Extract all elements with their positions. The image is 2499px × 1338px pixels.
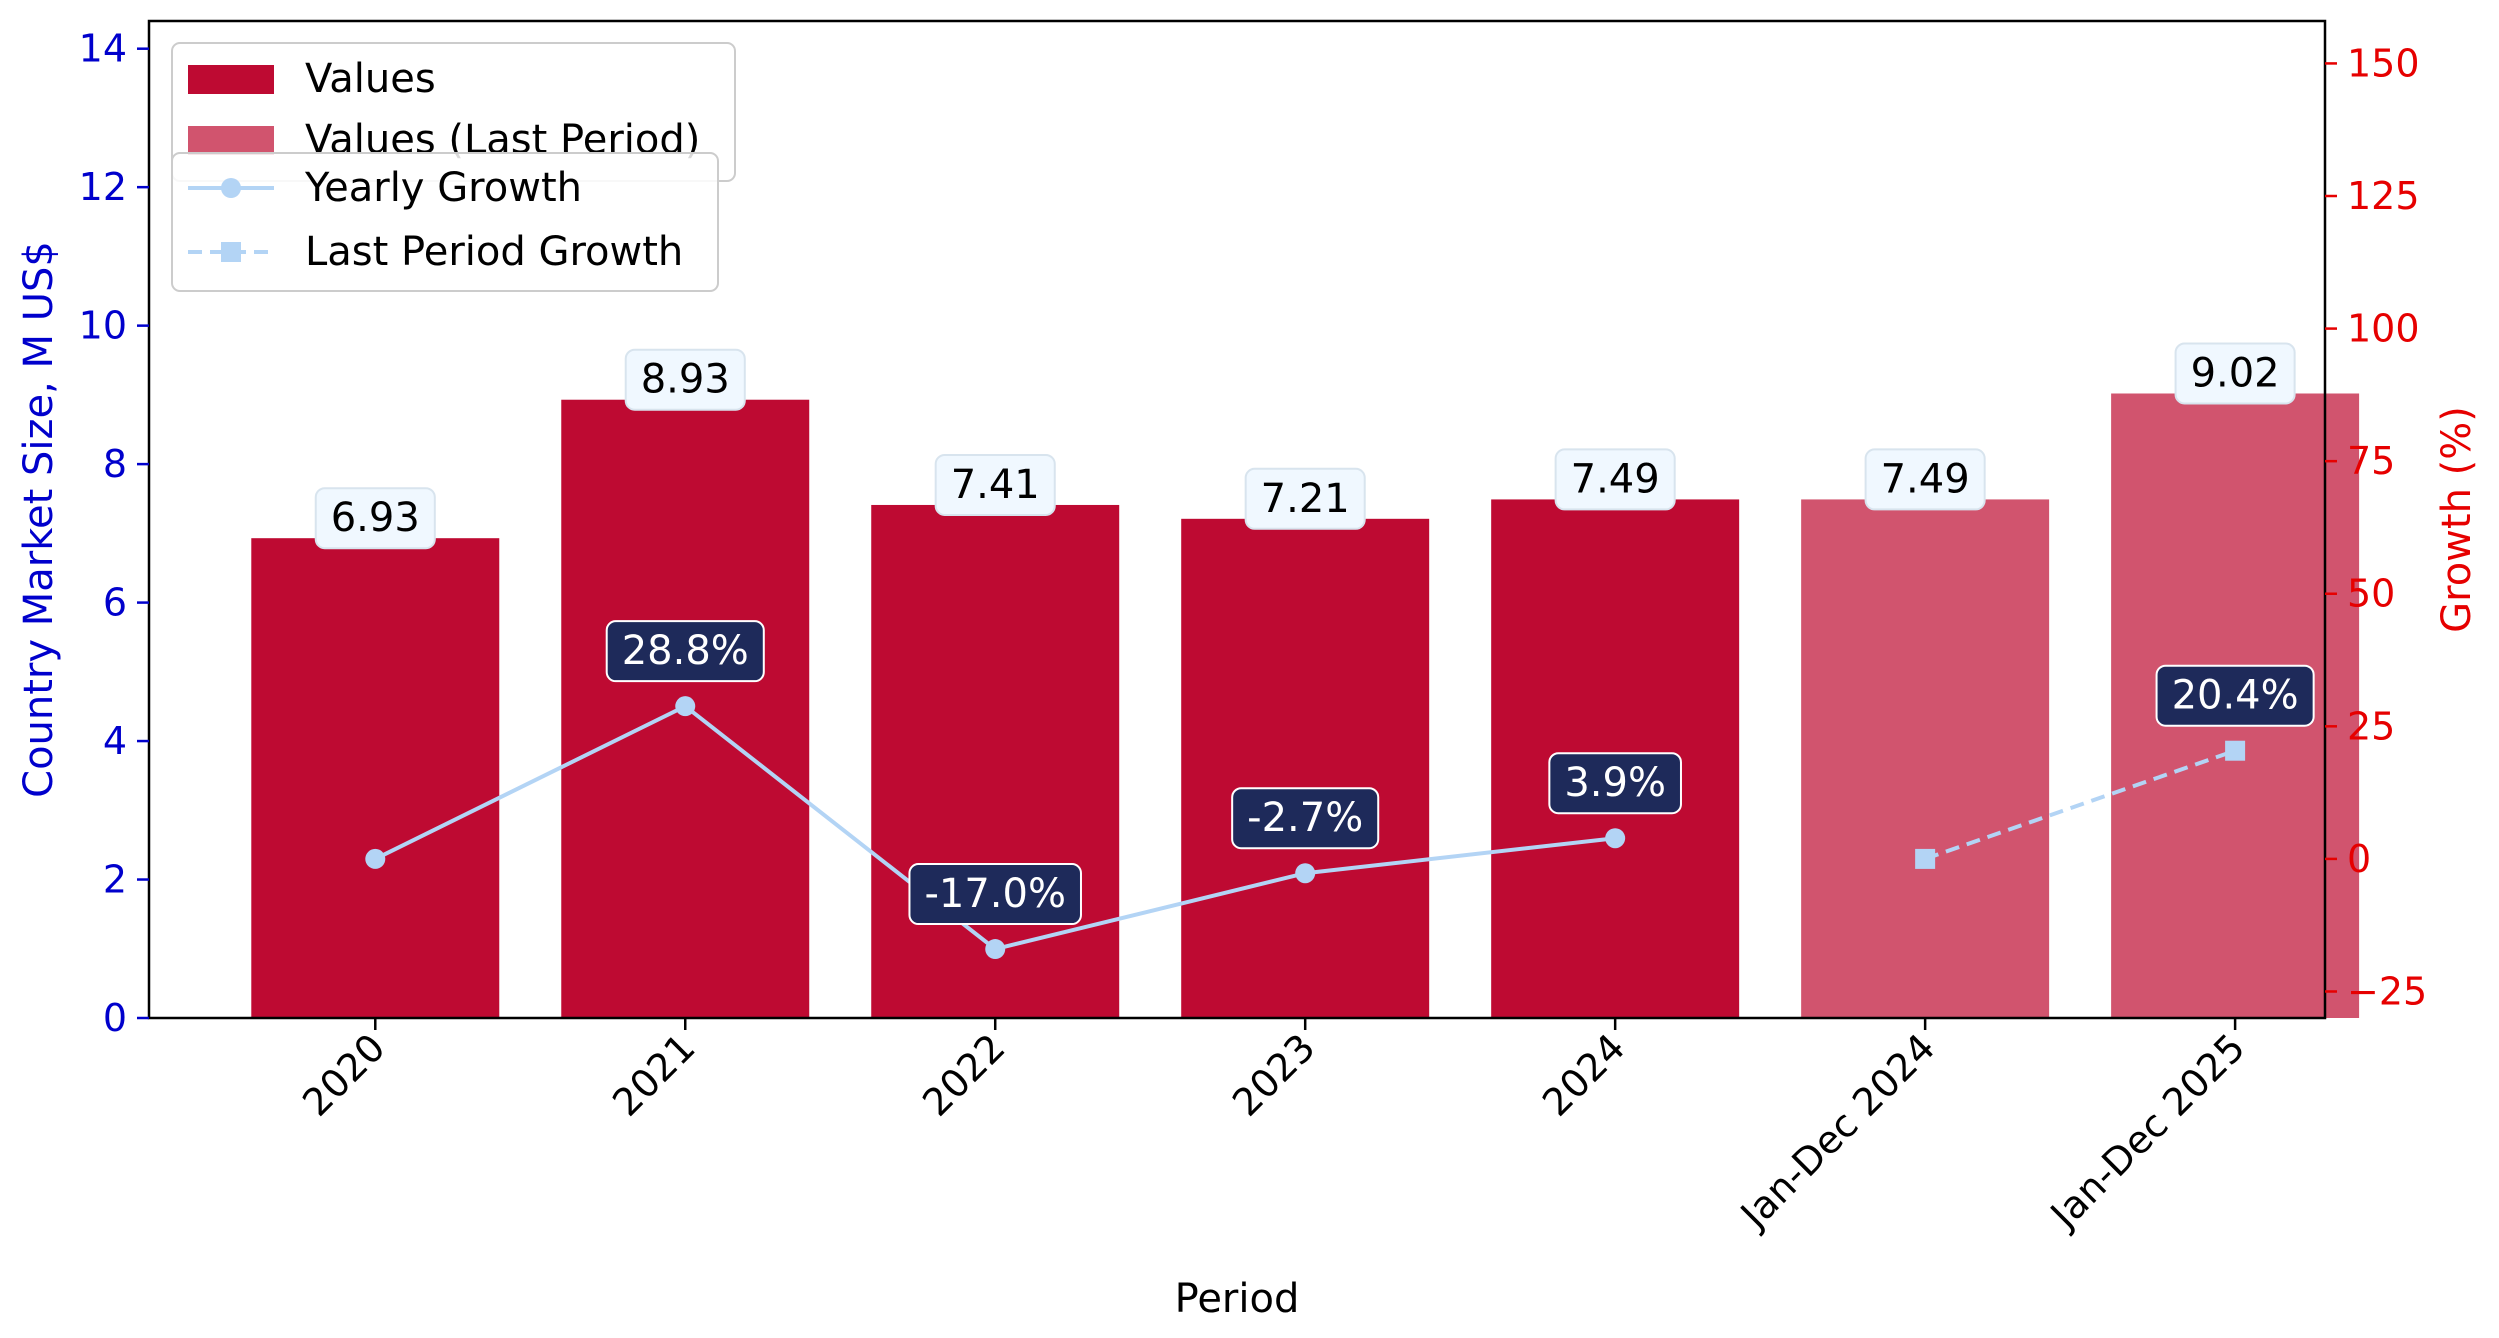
- value-label-4-text: 7.49: [1571, 456, 1660, 502]
- value-label-6-text: 9.02: [2191, 350, 2280, 396]
- growth-lines-layer: [365, 696, 2246, 960]
- left-y-tick-label-14: 14: [79, 27, 127, 71]
- x-tick-label-2: 2022: [914, 1025, 1014, 1125]
- growth-label-6-box: [2155, 664, 2315, 727]
- value-label-3-box: [1244, 467, 1366, 530]
- legend-marker-0: [221, 178, 241, 198]
- legend-swatch-1: [188, 126, 274, 155]
- right-y-axis-label: Growth (%): [2434, 406, 2480, 633]
- yearly-growth-point-4: [1605, 828, 1626, 849]
- bar-value-3: [1181, 518, 1430, 1018]
- x-axis-label: Period: [1175, 1276, 1300, 1322]
- right-y-axis: −25 0 25 50 75 100 125 150: [2325, 41, 2427, 1013]
- last-period-growth-line: [1924, 748, 2236, 861]
- growth-label-3-text: -2.7%: [1247, 795, 1363, 841]
- x-axis: 2020 2021 2022 2023 2024 Jan-Dec 2024 Jan-Dec …: [294, 1018, 2253, 1238]
- value-label-2-box: [934, 453, 1056, 516]
- value-label-6: 9.02: [2174, 342, 2296, 405]
- value-label-0-box: [314, 487, 436, 550]
- left-y-tick-label-0: 0: [103, 996, 127, 1040]
- right-y-tick-label--25: −25: [2347, 969, 2427, 1013]
- value-label-1-box: [624, 348, 746, 411]
- x-tick-label-1: 2021: [604, 1025, 704, 1125]
- value-label-2: 7.41: [934, 453, 1056, 516]
- x-tick-label-6: Jan-Dec 2025: [2041, 1025, 2254, 1238]
- growth-label-1-text: 28.8%: [622, 628, 749, 674]
- value-label-3: 7.21: [1244, 467, 1366, 530]
- value-label-1-text: 8.93: [641, 357, 730, 403]
- right-y-tick-label-125: 125: [2347, 174, 2420, 218]
- x-tick-label-3: 2023: [1224, 1025, 1324, 1125]
- x-tick-label-5: Jan-Dec 2024: [1731, 1025, 1944, 1238]
- value-label-0-text: 6.93: [331, 495, 420, 541]
- left-y-tick-label-6: 6: [103, 581, 127, 625]
- bar-last-period-5: [1801, 499, 2050, 1019]
- x-tick-label-0: 2020: [294, 1025, 394, 1125]
- yearly-growth-point-0: [365, 848, 386, 869]
- right-y-tick-label-50: 50: [2347, 572, 2395, 616]
- growth-labels-layer: 28.8% -17.0% -2.7% 3.9% 20.4%: [605, 620, 2315, 926]
- left-y-tick-label-4: 4: [103, 719, 127, 763]
- growth-label-6: 20.4%: [2155, 664, 2315, 727]
- last-period-growth-point-1: [2225, 740, 2246, 761]
- bar-value-2: [871, 504, 1120, 1018]
- value-label-1: 8.93: [624, 348, 746, 411]
- right-y-tick-label-75: 75: [2347, 439, 2395, 483]
- value-label-5-box: [1864, 448, 1986, 511]
- value-label-4: 7.49: [1554, 448, 1676, 511]
- legend-lines: Yearly Growth Last Period Growth: [171, 152, 719, 292]
- growth-label-6-text: 20.4%: [2172, 673, 2299, 719]
- growth-label-3-box: [1231, 787, 1380, 850]
- legend-line-entry-1: Last Period Growth: [305, 229, 683, 275]
- yearly-growth-point-1: [675, 696, 696, 717]
- left-y-tick-label-12: 12: [79, 165, 127, 209]
- yearly-growth-point-3: [1295, 863, 1316, 884]
- right-y-tick-label-0: 0: [2347, 837, 2371, 881]
- legend-marker-1: [221, 242, 241, 262]
- left-y-tick-label-2: 2: [103, 858, 127, 902]
- right-y-tick-label-25: 25: [2347, 704, 2395, 748]
- legend-swatch-0: [188, 65, 274, 94]
- value-label-2-text: 7.41: [951, 462, 1040, 508]
- growth-label-2: -17.0%: [908, 863, 1082, 926]
- growth-label-1-box: [605, 620, 765, 683]
- yearly-growth-point-2: [985, 939, 1006, 960]
- plot-frame: [147, 19, 2327, 1020]
- value-label-6-box: [2174, 342, 2296, 405]
- legend-lines-frame: [171, 152, 719, 292]
- value-label-4-box: [1554, 448, 1676, 511]
- growth-label-2-text: -17.0%: [924, 871, 1066, 917]
- left-y-tick-label-8: 8: [103, 442, 127, 486]
- legend-line-entry-0: Yearly Growth: [304, 165, 582, 211]
- right-y-tick-label-150: 150: [2347, 41, 2420, 85]
- x-tick-label-4: 2024: [1534, 1025, 1634, 1125]
- bar-value-0: [251, 538, 500, 1018]
- last-period-growth-point-0: [1915, 848, 1936, 869]
- growth-label-4-box: [1548, 752, 1682, 815]
- growth-label-4-text: 3.9%: [1564, 760, 1666, 806]
- value-label-0: 6.93: [314, 487, 436, 550]
- left-y-axis-label: Country Market Size, M US$: [16, 241, 62, 798]
- left-y-tick-label-10: 10: [79, 304, 127, 348]
- right-y-tick-label-100: 100: [2347, 307, 2420, 351]
- growth-label-3: -2.7%: [1231, 787, 1380, 850]
- value-label-5-text: 7.49: [1881, 456, 1970, 502]
- left-y-axis: 0 2 4 6 8 10 12 14: [79, 27, 149, 1040]
- growth-label-2-box: [908, 863, 1082, 926]
- growth-label-1: 28.8%: [605, 620, 765, 683]
- growth-label-4: 3.9%: [1548, 752, 1682, 815]
- value-labels-layer: 6.93 8.93 7.41 7.21 7.49 7.49 9.02: [314, 342, 2296, 550]
- value-label-3-text: 7.21: [1261, 476, 1350, 522]
- value-label-5: 7.49: [1864, 448, 1986, 511]
- legend-entry-0: Values: [305, 56, 436, 102]
